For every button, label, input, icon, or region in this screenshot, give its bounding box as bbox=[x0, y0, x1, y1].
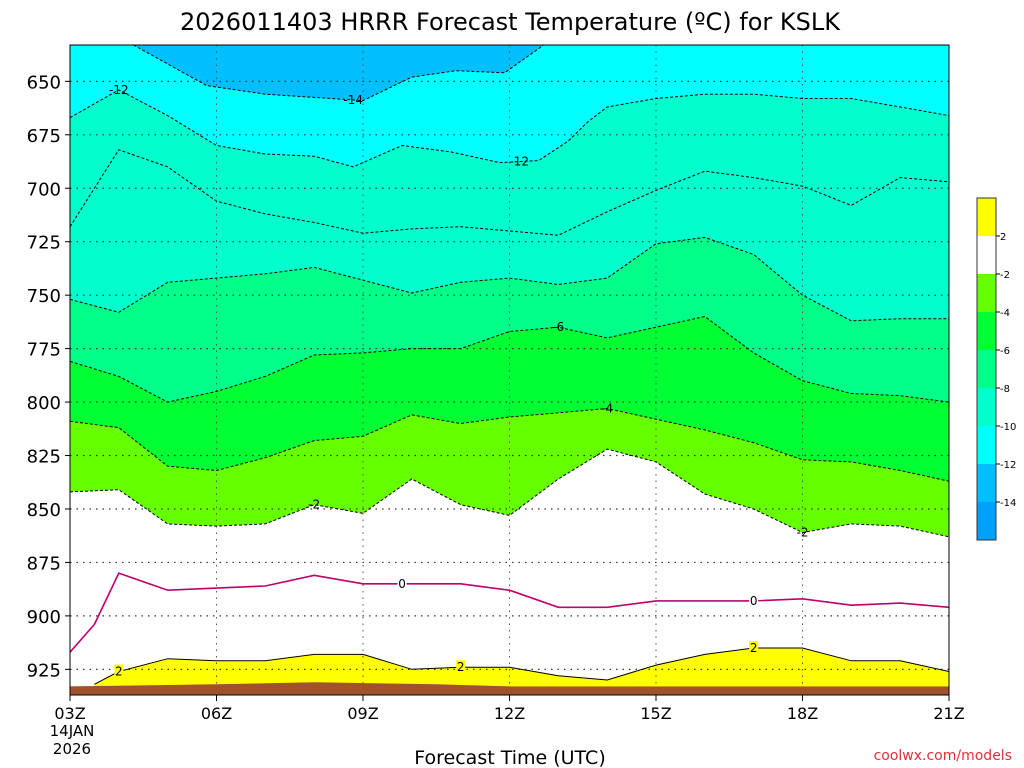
colorbar-label: -4 bbox=[1000, 308, 1010, 319]
chart-title: 2026011403 HRRR Forecast Temperature (ºC… bbox=[180, 8, 841, 36]
contour-label: 0 bbox=[398, 577, 406, 591]
contour-label-bg bbox=[397, 576, 407, 590]
contour-label: -6 bbox=[552, 320, 564, 334]
ground-bump bbox=[70, 682, 510, 695]
x-tick-label: 06Z bbox=[201, 704, 232, 723]
y-tick-label: 900 bbox=[27, 607, 61, 628]
colorbar-legend: 2 -2 -4 -6 -8 -10 -12 -14 bbox=[976, 197, 1016, 541]
contour-line-m2 bbox=[70, 448, 949, 538]
x-tick-label: 12Z bbox=[494, 704, 525, 723]
x-axis-title: Forecast Time (UTC) bbox=[414, 747, 605, 768]
y-axis: 650 675 700 725 750 775 800 825 850 875 900 925 bbox=[27, 72, 70, 681]
ground-surface bbox=[70, 682, 949, 695]
y-tick-label: 700 bbox=[27, 179, 61, 200]
y-tick-label: 875 bbox=[27, 553, 61, 574]
y-tick-label: 650 bbox=[27, 72, 61, 93]
contour-line-m10 bbox=[70, 149, 949, 236]
contour-line-0 bbox=[70, 572, 949, 653]
colorbar-frame bbox=[976, 197, 997, 541]
date-label-day: 14JAN bbox=[50, 722, 95, 740]
y-tick-label: 825 bbox=[27, 447, 61, 468]
colorbar-swatch bbox=[977, 426, 996, 464]
contour-label-bg bbox=[749, 640, 759, 654]
y-tick-label: 850 bbox=[27, 500, 61, 521]
colorbar-swatch bbox=[977, 350, 996, 388]
contour-label-bg bbox=[456, 660, 466, 674]
x-tick-label: 21Z bbox=[933, 704, 964, 723]
y-tick-label: 750 bbox=[27, 286, 61, 307]
colorbar-swatch bbox=[977, 274, 996, 312]
contour-label: -12 bbox=[109, 83, 129, 97]
contour-label: -2 bbox=[308, 498, 320, 512]
contour-line-m6 bbox=[70, 315, 949, 403]
fill-band-below-m14-pocket bbox=[70, 45, 544, 101]
x-tick-label: 15Z bbox=[640, 704, 671, 723]
colorbar-label: -8 bbox=[1000, 384, 1010, 395]
contour-label: -4 bbox=[601, 401, 613, 415]
plot-area bbox=[70, 45, 949, 695]
contour-label-bg bbox=[114, 664, 124, 678]
colorbar-label: -10 bbox=[1000, 422, 1016, 433]
date-label-year: 2026 bbox=[53, 740, 91, 758]
contour-label: 2 bbox=[457, 660, 465, 674]
colorbar-label: -6 bbox=[1000, 346, 1010, 357]
watermark: coolwx.com/models bbox=[874, 748, 1012, 764]
x-axis: 03Z 06Z 09Z 12Z 15Z 18Z 21Z bbox=[54, 695, 965, 723]
colorbar-swatch bbox=[977, 312, 996, 350]
y-tick-label: 800 bbox=[27, 393, 61, 414]
contour-label: 2 bbox=[115, 664, 123, 678]
contour-labels: -12 -14 -12 -6 -4 -2 -2 0 0 2 2 2 bbox=[109, 83, 808, 679]
contour-line-m12 bbox=[70, 89, 949, 168]
isotherm-contours bbox=[70, 45, 949, 685]
colorbar-label: -12 bbox=[1000, 460, 1016, 471]
colorbar-swatch bbox=[977, 236, 996, 274]
y-tick-label: 925 bbox=[27, 660, 61, 681]
x-tick-label: 09Z bbox=[347, 704, 378, 723]
contour-label: -14 bbox=[343, 93, 363, 107]
contour-label-bg bbox=[749, 593, 759, 607]
colorbar-label: -14 bbox=[1000, 498, 1016, 509]
y-tick-label: 675 bbox=[27, 126, 61, 147]
gridlines bbox=[70, 45, 949, 695]
contour-line-m14 bbox=[133, 45, 544, 102]
y-tick-label: 725 bbox=[27, 233, 61, 254]
contour-label: 2 bbox=[750, 641, 758, 655]
contour-label: -2 bbox=[797, 526, 809, 540]
colorbar-swatch bbox=[977, 388, 996, 426]
contour-label: -12 bbox=[509, 155, 529, 169]
colorbar-label: -2 bbox=[1000, 270, 1010, 281]
contour-line-m8 bbox=[70, 236, 949, 322]
colorbar-swatch bbox=[977, 464, 996, 502]
colorbar-swatch bbox=[977, 502, 996, 540]
y-tick-label: 775 bbox=[27, 340, 61, 361]
x-tick-label: 03Z bbox=[54, 704, 85, 723]
contour-line-m4 bbox=[70, 407, 949, 482]
contour-label: 0 bbox=[750, 594, 758, 608]
x-tick-label: 18Z bbox=[787, 704, 818, 723]
contour-line-2 bbox=[94, 647, 949, 685]
colorbar-swatch bbox=[977, 198, 996, 236]
colorbar-label: 2 bbox=[1000, 232, 1006, 243]
